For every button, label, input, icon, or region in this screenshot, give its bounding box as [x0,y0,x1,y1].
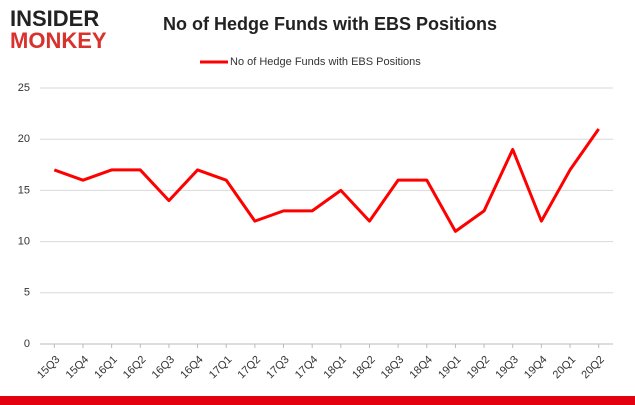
y-tick-label: 10 [18,236,30,248]
y-tick-label: 0 [24,338,30,350]
x-tick-label: 18Q3 [379,354,407,382]
legend-label: No of Hedge Funds with EBS Positions [230,56,421,68]
logo-top: INSIDER [10,6,99,31]
y-tick-label: 15 [18,184,30,196]
line-series [53,128,600,233]
x-tick-label: 15Q4 [64,354,92,382]
x-tick-label: 17Q2 [236,354,264,382]
chart-title: No of Hedge Funds with EBS Positions [163,14,497,34]
y-tick-label: 20 [18,133,30,145]
x-tick-label: 19Q1 [436,354,464,382]
x-tick-label: 20Q2 [579,354,607,382]
x-tick-label: 19Q3 [493,354,521,382]
x-tick-label: 18Q2 [350,354,378,382]
x-tick-label: 16Q2 [121,354,149,382]
y-tick-label: 5 [24,287,30,299]
x-tick-label: 15Q3 [35,354,63,382]
x-tick-label: 20Q1 [551,354,579,382]
bottom-band [0,396,635,405]
x-tick-label: 17Q4 [293,354,321,382]
logo-bottom: MONKEY [10,28,107,53]
x-tick-label: 16Q3 [150,354,178,382]
x-tick-label: 17Q3 [264,354,292,382]
x-tick-label: 19Q2 [465,354,493,382]
x-tick-label: 16Q4 [178,354,206,382]
x-tick-label: 16Q1 [92,354,120,382]
x-tick-label: 18Q1 [321,354,349,382]
y-tick-label: 25 [18,82,30,94]
x-tick-label: 18Q4 [407,354,435,382]
x-tick-label: 17Q1 [207,354,235,382]
x-tick-label: 19Q4 [522,354,550,382]
